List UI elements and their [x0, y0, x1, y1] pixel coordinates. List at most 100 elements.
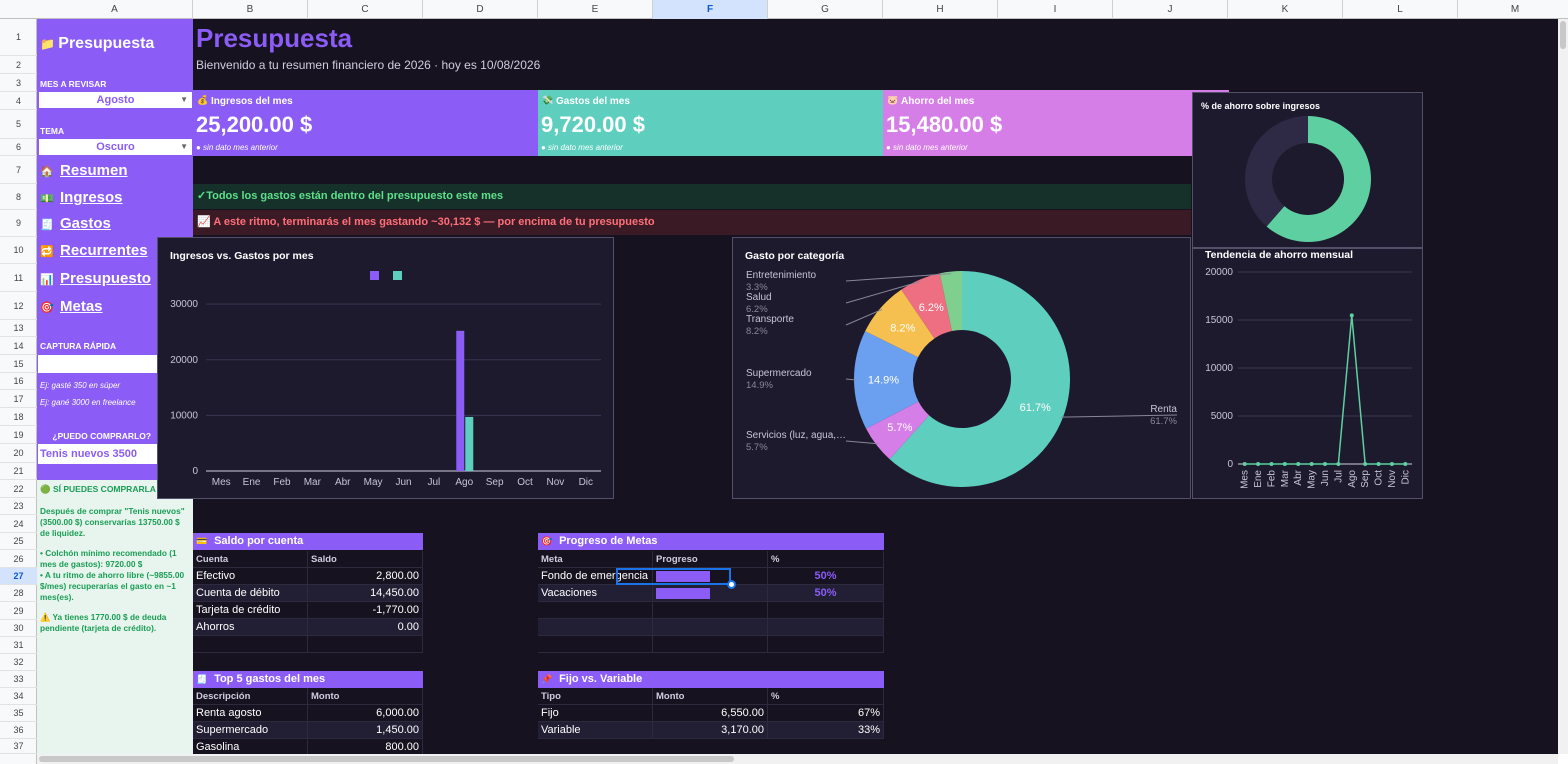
fijo-cell[interactable]: % — [768, 688, 884, 705]
column-header-k[interactable]: K — [1228, 0, 1343, 19]
column-header-c[interactable]: C — [308, 0, 423, 19]
metas-header-cell[interactable]: Progreso — [653, 551, 768, 568]
fijo-cell[interactable]: Tipo — [538, 688, 653, 705]
meta-pct-cell[interactable]: 50% — [768, 568, 884, 585]
fijo-cell[interactable]: 3,170.00 — [653, 722, 768, 739]
row-header-10[interactable]: 10 — [0, 237, 37, 264]
nav-metas[interactable]: 🎯 Metas — [40, 298, 103, 315]
top5-cell[interactable]: 1,450.00 — [308, 722, 423, 739]
nav-recurrentes[interactable]: 🔁 Recurrentes — [40, 242, 148, 259]
nav-presupuesto[interactable]: 📊 Presupuesto — [40, 270, 151, 287]
row-header-16[interactable]: 16 — [0, 373, 37, 390]
meta-progress-cell[interactable] — [653, 636, 768, 653]
meta-pct-cell[interactable] — [768, 602, 884, 619]
nav-ingresos[interactable]: 💵 Ingresos — [40, 189, 123, 206]
column-header-b[interactable]: B — [193, 0, 308, 19]
saldo-cell[interactable]: Saldo — [308, 551, 423, 568]
row-header-37[interactable]: 37 — [0, 739, 37, 754]
row-header-29[interactable]: 29 — [0, 602, 37, 620]
fijo-cell[interactable]: 6,550.00 — [653, 705, 768, 722]
meta-progress-cell[interactable] — [653, 619, 768, 636]
scroll-thumb[interactable] — [39, 756, 734, 762]
row-header-34[interactable]: 34 — [0, 688, 37, 705]
metas-header-cell[interactable]: % — [768, 551, 884, 568]
saldo-cell[interactable]: Tarjeta de crédito — [193, 602, 308, 619]
saldo-cell[interactable] — [308, 636, 423, 653]
row-header-12[interactable]: 12 — [0, 292, 37, 320]
row-header-11[interactable]: 11 — [0, 264, 37, 292]
row-header-7[interactable]: 7 — [0, 156, 37, 184]
row-header-3[interactable]: 3 — [0, 74, 37, 92]
meta-name-cell[interactable] — [538, 619, 653, 636]
column-header-m[interactable]: M — [1458, 0, 1568, 19]
theme-select[interactable]: Oscuro ▼ — [39, 139, 192, 155]
top5-cell[interactable]: 6,000.00 — [308, 705, 423, 722]
month-select[interactable]: Agosto ▼ — [39, 92, 192, 108]
meta-progress-cell[interactable] — [653, 585, 768, 602]
row-header-17[interactable]: 17 — [0, 390, 37, 408]
top5-cell[interactable]: Renta agosto — [193, 705, 308, 722]
row-header-27[interactable]: 27 — [0, 568, 37, 585]
row-header-36[interactable]: 36 — [0, 722, 37, 739]
horizontal-scrollbar[interactable] — [37, 754, 1558, 764]
row-header-30[interactable]: 30 — [0, 620, 37, 637]
quick-capture-input[interactable] — [38, 355, 193, 373]
row-header-9[interactable]: 9 — [0, 210, 37, 237]
row-header-20[interactable]: 20 — [0, 444, 37, 463]
row-header-35[interactable]: 35 — [0, 705, 37, 722]
meta-pct-cell[interactable] — [768, 636, 884, 653]
nav-resumen[interactable]: 🏠 Resumen — [40, 162, 128, 179]
meta-name-cell[interactable] — [538, 602, 653, 619]
row-header-24[interactable]: 24 — [0, 515, 37, 533]
fijo-cell[interactable]: Fijo — [538, 705, 653, 722]
saldo-cell[interactable] — [193, 636, 308, 653]
row-header-19[interactable]: 19 — [0, 426, 37, 444]
column-header-d[interactable]: D — [423, 0, 538, 19]
row-header-31[interactable]: 31 — [0, 637, 37, 654]
row-header-4[interactable]: 4 — [0, 92, 37, 110]
fijo-cell[interactable]: Monto — [653, 688, 768, 705]
column-header-j[interactable]: J — [1113, 0, 1228, 19]
row-header-22[interactable]: 22 — [0, 480, 37, 498]
purchase-input[interactable]: Tenis nuevos 3500 — [38, 444, 193, 464]
fijo-cell[interactable]: 33% — [768, 722, 884, 739]
saldo-cell[interactable]: 14,450.00 — [308, 585, 423, 602]
meta-progress-cell[interactable] — [653, 602, 768, 619]
row-header-18[interactable]: 18 — [0, 408, 37, 426]
column-header-g[interactable]: G — [768, 0, 883, 19]
top5-cell[interactable]: Descripción — [193, 688, 308, 705]
fijo-cell[interactable]: 67% — [768, 705, 884, 722]
column-header-i[interactable]: I — [998, 0, 1113, 19]
scroll-thumb[interactable] — [1560, 21, 1566, 49]
meta-pct-cell[interactable]: 50% — [768, 585, 884, 602]
top5-cell[interactable]: Supermercado — [193, 722, 308, 739]
row-header-23[interactable]: 23 — [0, 498, 37, 515]
row-header-14[interactable]: 14 — [0, 337, 37, 355]
metas-header-cell[interactable]: Meta — [538, 551, 653, 568]
meta-name-cell[interactable] — [538, 636, 653, 653]
meta-name-cell[interactable]: Vacaciones — [538, 585, 653, 602]
column-header-f[interactable]: F — [653, 0, 768, 19]
row-header-5[interactable]: 5 — [0, 110, 37, 139]
top5-cell[interactable]: Monto — [308, 688, 423, 705]
row-header-28[interactable]: 28 — [0, 585, 37, 602]
row-header-1[interactable]: 1 — [0, 19, 37, 56]
meta-name-cell[interactable]: Fondo de emergencia — [538, 568, 653, 585]
row-header-21[interactable]: 21 — [0, 463, 37, 480]
row-header-8[interactable]: 8 — [0, 184, 37, 210]
saldo-cell[interactable]: -1,770.00 — [308, 602, 423, 619]
row-header-32[interactable]: 32 — [0, 654, 37, 671]
saldo-cell[interactable]: Efectivo — [193, 568, 308, 585]
saldo-cell[interactable]: Cuenta — [193, 551, 308, 568]
row-header-15[interactable]: 15 — [0, 355, 37, 373]
nav-gastos[interactable]: 🧾 Gastos — [40, 215, 111, 232]
saldo-cell[interactable]: Cuenta de débito — [193, 585, 308, 602]
saldo-cell[interactable]: Ahorros — [193, 619, 308, 636]
vertical-scrollbar[interactable] — [1558, 19, 1568, 754]
saldo-cell[interactable]: 2,800.00 — [308, 568, 423, 585]
cell-selection[interactable] — [616, 568, 731, 585]
fijo-cell[interactable]: Variable — [538, 722, 653, 739]
column-header-l[interactable]: L — [1343, 0, 1458, 19]
column-header-h[interactable]: H — [883, 0, 998, 19]
row-header-25[interactable]: 25 — [0, 533, 37, 550]
